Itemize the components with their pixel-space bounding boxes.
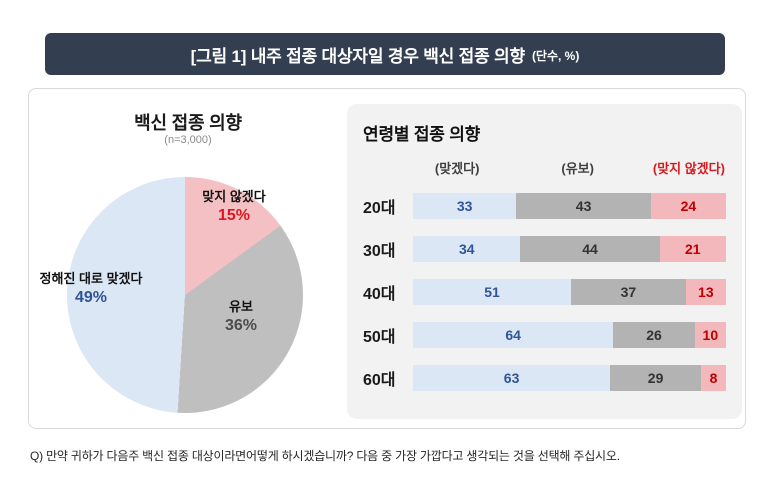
segment-value: 34 <box>458 241 475 257</box>
segment-value: 13 <box>698 284 714 300</box>
segment-accept: 34 <box>413 236 521 262</box>
age-bar-panel: 연령별 접종 의향 (맞겠다) (유보) (맞지 않겠다) 20대 33 43 … <box>347 104 742 419</box>
figure-title: [그림 1] 내주 접종 대상자일 경우 백신 접종 의향 <box>190 46 525 66</box>
stacked-bar: 64 26 10 <box>413 322 726 348</box>
figure-title-bar: [그림 1] 내주 접종 대상자일 경우 백신 접종 의향 (단수, %) <box>45 33 725 75</box>
segment-accept: 33 <box>413 193 517 219</box>
pie-slice-value-accept: 49% <box>74 288 108 306</box>
segment-refuse: 8 <box>700 365 726 391</box>
stacked-bar: 51 37 13 <box>413 279 726 305</box>
column-header-accept: (맞겠다) <box>434 161 480 176</box>
segment-value: 43 <box>575 198 592 214</box>
segment-hold: 43 <box>516 193 651 219</box>
segment-hold: 29 <box>610 365 701 391</box>
figure-unit-note: (단수, %) <box>531 49 580 63</box>
column-header-hold: (유보) <box>561 161 594 176</box>
stacked-bar: 33 43 24 <box>413 193 726 219</box>
segment-value: 63 <box>503 370 520 386</box>
pie-slice-value-refuse: 15% <box>217 206 251 224</box>
segment-value: 51 <box>484 284 500 300</box>
segment-hold: 26 <box>613 322 695 348</box>
segment-value: 26 <box>646 327 662 343</box>
segment-accept: 64 <box>413 322 614 348</box>
segment-value: 24 <box>680 198 697 214</box>
segment-refuse: 21 <box>659 236 726 262</box>
pie-title: 백신 접종 의향 <box>134 113 242 133</box>
column-header-refuse: (맞지 않겠다) <box>652 161 725 176</box>
pie-slice-value-hold: 36% <box>224 316 258 334</box>
segment-value: 21 <box>685 241 701 257</box>
stacked-bar: 63 29 8 <box>413 365 726 391</box>
age-label: 40대 <box>363 286 396 303</box>
stacked-bar: 34 44 21 <box>413 236 726 262</box>
pie-label-refuse: 맞지 않겠다 15% <box>179 189 289 227</box>
segment-value: 44 <box>582 241 598 257</box>
segment-value: 64 <box>505 327 521 343</box>
question-note: Q) 만약 귀하가 다음주 백신 접종 대상이라면어떻게 하시겠습니까? 다음 … <box>30 449 620 463</box>
chart-container: 백신 접종 의향 (n=3,000) 맞지 않겠다 15% 정해진 대로 맞겠다… <box>28 88 746 429</box>
pie-slice-label-hold: 유보 <box>229 299 253 314</box>
pie-slice-label-refuse: 맞지 않겠다 <box>202 189 266 204</box>
segment-accept: 51 <box>413 279 572 305</box>
age-label: 20대 <box>363 200 396 217</box>
segment-accept: 63 <box>413 365 611 391</box>
bar-row-20s: 20대 33 43 24 <box>363 193 726 219</box>
pie-label-hold: 유보 36% <box>201 299 281 337</box>
segment-refuse: 13 <box>685 279 726 305</box>
pie-sample-size: (n=3,000) <box>164 134 212 146</box>
pie-panel: 백신 접종 의향 (n=3,000) 맞지 않겠다 15% 정해진 대로 맞겠다… <box>29 89 347 428</box>
segment-refuse: 24 <box>650 193 726 219</box>
age-bar-title: 연령별 접종 의향 <box>363 125 481 144</box>
bar-row-40s: 40대 51 37 13 <box>363 279 726 305</box>
pie-slice-label-accept: 정해진 대로 맞겠다 <box>39 271 143 286</box>
age-label: 50대 <box>363 329 396 346</box>
segment-value: 10 <box>702 327 719 343</box>
bar-column-headers: (맞겠다) (유보) (맞지 않겠다) <box>417 158 726 176</box>
segment-hold: 37 <box>571 279 686 305</box>
bar-row-30s: 30대 34 44 21 <box>363 236 726 262</box>
segment-value: 29 <box>647 370 664 386</box>
segment-value: 37 <box>620 284 637 300</box>
segment-value: 8 <box>709 370 718 386</box>
segment-refuse: 10 <box>694 322 726 348</box>
bar-row-60s: 60대 63 29 8 <box>363 365 726 391</box>
age-label: 60대 <box>363 372 396 389</box>
segment-value: 33 <box>456 198 473 214</box>
segment-hold: 44 <box>520 236 660 262</box>
bar-row-50s: 50대 64 26 10 <box>363 322 726 348</box>
pie-chart <box>67 177 303 413</box>
pie-label-accept: 정해진 대로 맞겠다 49% <box>31 271 151 309</box>
age-label: 30대 <box>363 243 396 260</box>
